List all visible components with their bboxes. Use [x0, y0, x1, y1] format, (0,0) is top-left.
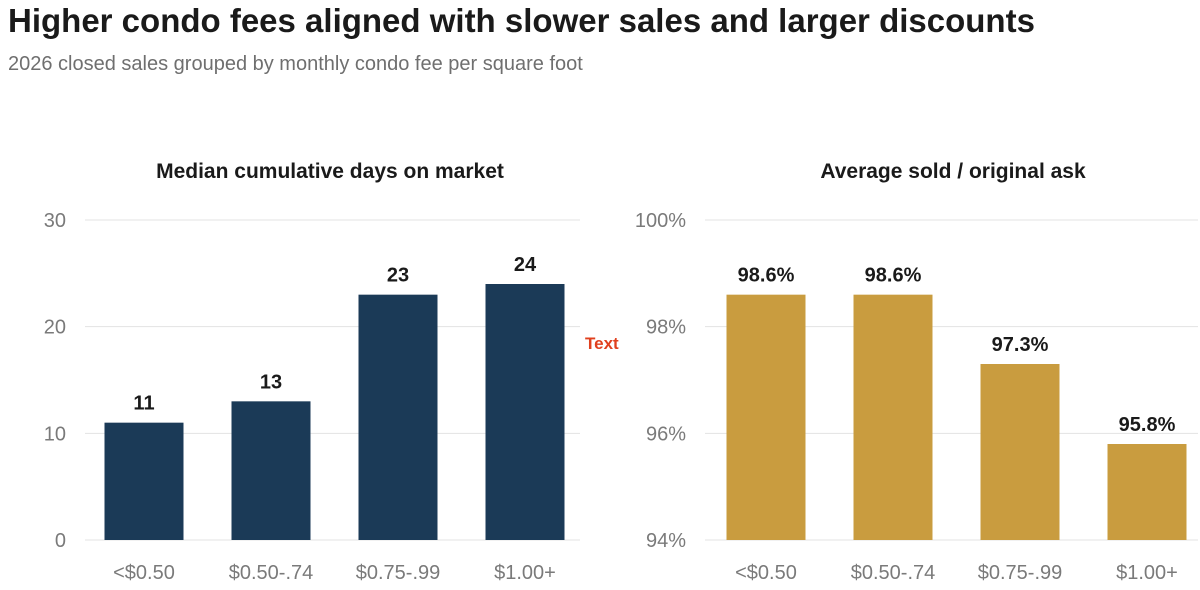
days-on-market-chart: Median cumulative days on market 0 10 20 30 1… — [44, 160, 580, 584]
ask-data-label: 95.8% — [1119, 414, 1176, 436]
ask-y-tick-label: 94% — [646, 530, 686, 552]
dom-y-tick-label: 20 — [44, 317, 66, 339]
dom-y-tick-label: 0 — [55, 530, 66, 552]
ask-y-tick-label: 100% — [635, 210, 686, 232]
ask-bar — [1107, 444, 1187, 540]
dom-data-label: 23 — [387, 265, 409, 287]
dom-bar — [104, 422, 184, 540]
floating-text-note: Text — [585, 334, 619, 353]
dom-bar — [485, 284, 565, 540]
dom-data-label: 11 — [133, 393, 154, 415]
dom-y-tick-label: 10 — [44, 423, 66, 445]
ask-bar — [726, 294, 806, 540]
ask-bar — [853, 294, 933, 540]
ask-y-tick-label: 98% — [646, 317, 686, 339]
dom-category-label: $0.50-.74 — [229, 562, 314, 584]
dom-y-tick-label: 30 — [44, 210, 66, 232]
dom-data-label: 13 — [260, 371, 282, 393]
ask-category-label: <$0.50 — [735, 562, 797, 584]
page-title: Higher condo fees aligned with slower sa… — [8, 2, 1035, 39]
ask-data-label: 98.6% — [738, 265, 795, 287]
page-subtitle: 2026 closed sales grouped by monthly con… — [8, 53, 583, 75]
dom-category-label: $1.00+ — [494, 562, 556, 584]
ask-chart-title: Average sold / original ask — [820, 160, 1086, 183]
ask-category-label: $1.00+ — [1116, 562, 1178, 584]
dom-category-label: $0.75-.99 — [356, 562, 441, 584]
dom-category-label: <$0.50 — [113, 562, 175, 584]
dom-data-label: 24 — [514, 254, 537, 276]
ask-data-label: 97.3% — [992, 334, 1049, 356]
ask-category-label: $0.75-.99 — [978, 562, 1063, 584]
dom-bar — [358, 294, 438, 540]
ask-data-label: 98.6% — [865, 265, 922, 287]
ask-bar — [980, 364, 1060, 540]
ask-category-label: $0.50-.74 — [851, 562, 936, 584]
ask-y-tick-label: 96% — [646, 423, 686, 445]
sold-to-ask-chart: Average sold / original ask 94% 96% 98% 100%… — [635, 160, 1198, 584]
dom-bar — [231, 401, 311, 540]
dom-chart-title: Median cumulative days on market — [156, 160, 504, 183]
